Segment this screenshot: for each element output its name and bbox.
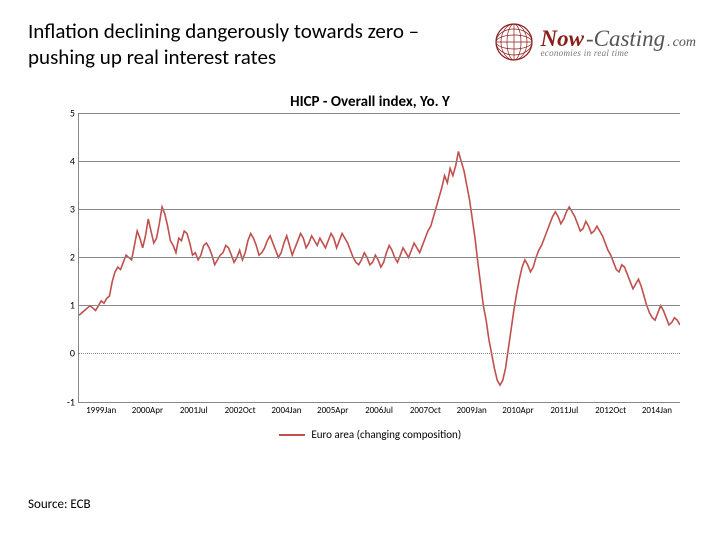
chart-legend: Euro area (changing composition) <box>60 416 680 441</box>
y-tick-label: 5 <box>63 106 75 119</box>
x-tick-label: 2012Oct <box>587 405 633 416</box>
y-tick-label: 3 <box>63 202 75 215</box>
globe-icon <box>494 22 534 62</box>
x-tick-label: 2014Jan <box>634 405 680 416</box>
legend-label: Euro area (changing composition) <box>311 428 461 441</box>
x-tick-label: 2006Jul <box>356 405 402 416</box>
chart-title: HICP - Overall index, Yo. Y <box>60 89 680 113</box>
chart-container: HICP - Overall index, Yo. Y -1012345 199… <box>60 89 680 441</box>
x-tick-label: 2009Jan <box>449 405 495 416</box>
y-tick-label: -1 <box>63 395 75 408</box>
legend-swatch <box>279 434 305 436</box>
x-tick-label: 1999Jan <box>78 405 124 416</box>
chart-plot: -1012345 <box>78 113 680 403</box>
x-tick-label: 2002Oct <box>217 405 263 416</box>
y-tick-label: 0 <box>63 347 75 360</box>
y-tick-label: 4 <box>63 154 75 167</box>
logo-com: com <box>673 35 696 51</box>
x-tick-label: 2004Jan <box>263 405 309 416</box>
brand-logo: Now -Casting . com economies in real tim… <box>494 18 696 62</box>
chart-x-axis: 1999Jan2000Apr2001Jul2002Oct2004Jan2005A… <box>78 403 680 416</box>
y-tick-label: 1 <box>63 299 75 312</box>
x-tick-label: 2000Apr <box>124 405 170 416</box>
source-label: Source: ECB <box>28 497 91 512</box>
x-tick-label: 2001Jul <box>171 405 217 416</box>
x-tick-label: 2010Apr <box>495 405 541 416</box>
x-tick-label: 2007Oct <box>402 405 448 416</box>
x-tick-label: 2011Jul <box>541 405 587 416</box>
page-title: Inflation declining dangerously towards … <box>28 18 474 71</box>
x-tick-label: 2005Apr <box>310 405 356 416</box>
logo-dot: . <box>667 35 671 51</box>
y-tick-label: 2 <box>63 251 75 264</box>
